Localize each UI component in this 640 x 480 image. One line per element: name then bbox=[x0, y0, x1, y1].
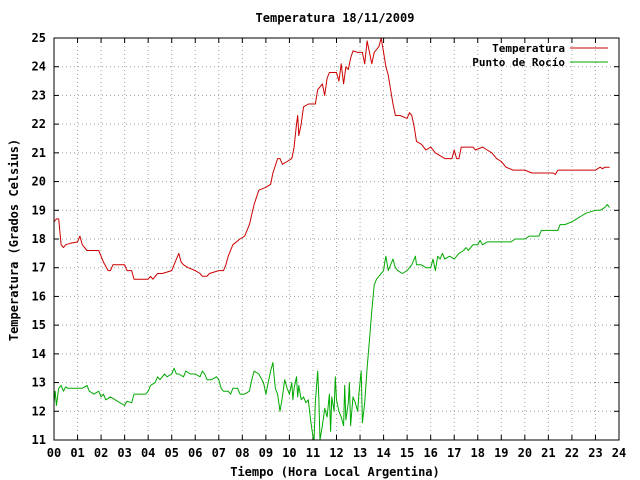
y-tick-label: 25 bbox=[32, 31, 46, 45]
y-axis-label: Temperatura (Grados Celsius) bbox=[7, 139, 21, 341]
chart-title: Temperatura 18/11/2009 bbox=[256, 11, 415, 25]
x-tick-label: 17 bbox=[447, 446, 461, 460]
y-tick-label: 15 bbox=[32, 318, 46, 332]
x-tick-label: 09 bbox=[259, 446, 273, 460]
x-tick-label: 06 bbox=[188, 446, 202, 460]
x-tick-label: 05 bbox=[164, 446, 178, 460]
x-tick-label: 18 bbox=[471, 446, 485, 460]
legend-label-temperatura: Temperatura bbox=[492, 42, 565, 55]
y-tick-label: 22 bbox=[32, 117, 46, 131]
y-tick-label: 14 bbox=[32, 347, 46, 361]
x-tick-label: 20 bbox=[518, 446, 532, 460]
y-tick-label: 20 bbox=[32, 175, 46, 189]
x-tick-label: 02 bbox=[94, 446, 108, 460]
x-tick-label: 13 bbox=[353, 446, 367, 460]
x-tick-labels: 00 01 02 03 04 05 06 07 08 09 10 11 12 13 14 15 16 17 18 19… bbox=[47, 446, 626, 460]
legend-label-punto-de-rocio: Punto de Rocío bbox=[472, 56, 565, 69]
x-tick-label: 14 bbox=[376, 446, 390, 460]
y-tick-label: 12 bbox=[32, 404, 46, 418]
y-tick-label: 13 bbox=[32, 376, 46, 390]
y-tick-label: 23 bbox=[32, 88, 46, 102]
y-tick-label: 11 bbox=[32, 433, 46, 447]
x-tick-label: 23 bbox=[588, 446, 602, 460]
x-tick-label: 21 bbox=[541, 446, 555, 460]
x-tick-label: 16 bbox=[423, 446, 437, 460]
x-axis-label: Tiempo (Hora Local Argentina) bbox=[230, 465, 440, 479]
y-tick-label: 17 bbox=[32, 261, 46, 275]
legend: Temperatura Punto de Rocío bbox=[472, 42, 608, 69]
series-line-punto-de-rocio bbox=[53, 204, 610, 441]
y-tick-label: 16 bbox=[32, 289, 46, 303]
y-tick-labels: 11 12 13 14 15 16 17 18 19 20 21 22 23 24 25 bbox=[32, 31, 46, 447]
x-tick-label: 00 bbox=[47, 446, 61, 460]
y-tick-label: 18 bbox=[32, 232, 46, 246]
x-tick-label: 15 bbox=[400, 446, 414, 460]
x-tick-label: 07 bbox=[212, 446, 226, 460]
x-tick-label: 11 bbox=[306, 446, 320, 460]
plot-area bbox=[53, 37, 610, 441]
series-line-temperatura bbox=[53, 37, 610, 280]
y-tick-label: 21 bbox=[32, 146, 46, 160]
x-tick-label: 24 bbox=[612, 446, 626, 460]
x-tick-label: 12 bbox=[329, 446, 343, 460]
x-tick-label: 03 bbox=[117, 446, 131, 460]
x-tick-label: 22 bbox=[565, 446, 579, 460]
y-tick-label: 19 bbox=[32, 203, 46, 217]
plot-frame bbox=[53, 37, 620, 441]
x-tick-label: 10 bbox=[282, 446, 296, 460]
axis-ticks bbox=[53, 37, 620, 441]
x-tick-label: 19 bbox=[494, 446, 508, 460]
x-tick-label: 01 bbox=[70, 446, 84, 460]
grid bbox=[54, 38, 619, 440]
y-tick-label: 24 bbox=[32, 60, 46, 74]
x-tick-label: 08 bbox=[235, 446, 249, 460]
x-tick-label: 04 bbox=[141, 446, 155, 460]
